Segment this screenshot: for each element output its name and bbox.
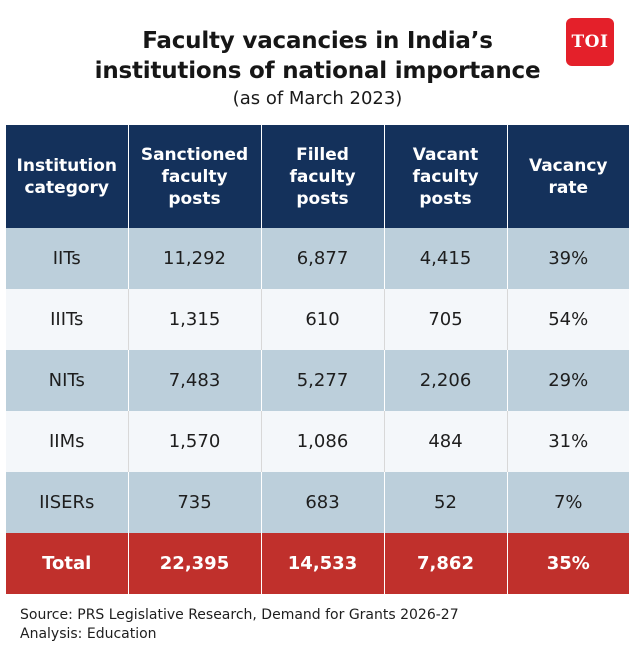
cell-vacancy-rate: 54% <box>507 289 629 350</box>
table-row: NITs 7,483 5,277 2,206 29% <box>6 350 629 411</box>
column-header-filled-posts: Filled faculty posts <box>261 125 385 228</box>
cell-filled: 683 <box>261 472 385 533</box>
table-header-row: Institution category Sanctioned faculty … <box>6 125 629 228</box>
table-row: IISERs 735 683 52 7% <box>6 472 629 533</box>
page-subtitle: (as of March 2023) <box>232 88 403 109</box>
cell-vacant: 4,415 <box>384 228 508 289</box>
column-header-vacancy-rate: Vacancy rate <box>507 125 629 228</box>
source-note: Source: PRS Legislative Research, Demand… <box>20 606 459 644</box>
cell-vacant: 52 <box>384 472 508 533</box>
cell-institution: NITs <box>6 350 129 411</box>
title-line-1: Faculty vacancies in India’s <box>142 28 493 54</box>
total-row: Total 22,395 14,533 7,862 35% <box>6 533 629 594</box>
cell-total-filled: 14,533 <box>261 533 385 594</box>
toi-logo: TOI <box>566 18 614 66</box>
cell-institution: IIMs <box>6 411 129 472</box>
table-row: IITs 11,292 6,877 4,415 39% <box>6 228 629 289</box>
cell-total-vacancy-rate: 35% <box>507 533 629 594</box>
cell-sanctioned: 11,292 <box>128 228 262 289</box>
cell-sanctioned: 7,483 <box>128 350 262 411</box>
page-title: Faculty vacancies in India’s institution… <box>0 26 635 86</box>
source-line: Source: PRS Legislative Research, Demand… <box>20 607 459 623</box>
cell-filled: 1,086 <box>261 411 385 472</box>
cell-vacancy-rate: 31% <box>507 411 629 472</box>
cell-total-label: Total <box>6 533 129 594</box>
cell-institution: IITs <box>6 228 129 289</box>
cell-filled: 6,877 <box>261 228 385 289</box>
cell-total-vacant: 7,862 <box>384 533 508 594</box>
cell-institution: IISERs <box>6 472 129 533</box>
cell-vacant: 2,206 <box>384 350 508 411</box>
column-header-institution-category: Institution category <box>6 125 129 228</box>
cell-vacancy-rate: 39% <box>507 228 629 289</box>
vacancy-table: Institution category Sanctioned faculty … <box>6 125 629 594</box>
column-header-sanctioned-posts: Sanctioned faculty posts <box>128 125 262 228</box>
cell-filled: 5,277 <box>261 350 385 411</box>
table-row: IIMs 1,570 1,086 484 31% <box>6 411 629 472</box>
cell-vacant: 484 <box>384 411 508 472</box>
column-header-vacant-posts: Vacant faculty posts <box>384 125 508 228</box>
cell-sanctioned: 735 <box>128 472 262 533</box>
infographic-header: Faculty vacancies in India’s institution… <box>0 0 635 125</box>
cell-vacancy-rate: 29% <box>507 350 629 411</box>
cell-vacancy-rate: 7% <box>507 472 629 533</box>
cell-sanctioned: 1,570 <box>128 411 262 472</box>
cell-filled: 610 <box>261 289 385 350</box>
cell-total-sanctioned: 22,395 <box>128 533 262 594</box>
cell-institution: IIITs <box>6 289 129 350</box>
analysis-line: Analysis: Education <box>20 626 157 642</box>
title-line-2: institutions of national importance <box>94 58 541 84</box>
table-row: IIITs 1,315 610 705 54% <box>6 289 629 350</box>
cell-sanctioned: 1,315 <box>128 289 262 350</box>
cell-vacant: 705 <box>384 289 508 350</box>
